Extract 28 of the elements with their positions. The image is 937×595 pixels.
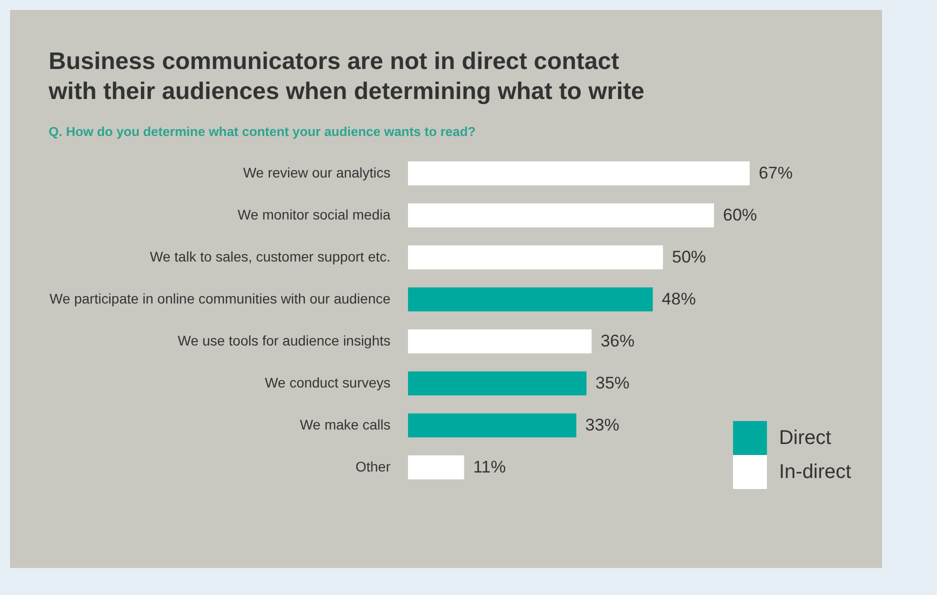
y-tick-label: Other bbox=[356, 458, 391, 474]
chart-title: Business communicators are not in direct contact with their audiences when determining what to write bbox=[48, 48, 644, 105]
data-label: 60% bbox=[722, 205, 757, 224]
text: Q. How do you determine what content your audience wants to read? bbox=[48, 124, 476, 139]
bar bbox=[408, 455, 464, 480]
y-tick-label: We participate in online communities with our audience bbox=[50, 290, 391, 306]
y-tick-label: We use tools for audience insights bbox=[178, 332, 390, 348]
bar bbox=[408, 203, 714, 228]
data-label: 36% bbox=[600, 331, 635, 350]
bar bbox=[408, 287, 653, 312]
data-label: 48% bbox=[662, 289, 696, 308]
y-tick-label: We review our analytics bbox=[243, 164, 390, 180]
legend-label: Direct bbox=[778, 426, 832, 449]
y-tick-label: We talk to sales, customer support etc. bbox=[150, 248, 390, 264]
bar bbox=[408, 371, 586, 396]
bar bbox=[408, 245, 663, 270]
data-label: 33% bbox=[585, 415, 620, 434]
y-tick-label: We make calls bbox=[300, 416, 391, 432]
bar bbox=[408, 161, 750, 186]
legend-label: In-direct bbox=[778, 460, 852, 483]
y-tick-label: We monitor social media bbox=[238, 206, 391, 222]
data-label: 50% bbox=[672, 247, 706, 266]
data-label: 11% bbox=[473, 457, 506, 476]
data-label: 67% bbox=[758, 163, 793, 182]
y-tick-label: We conduct surveys bbox=[264, 374, 391, 390]
bar bbox=[408, 329, 592, 354]
data-label: 35% bbox=[596, 373, 630, 392]
bar bbox=[408, 413, 576, 438]
